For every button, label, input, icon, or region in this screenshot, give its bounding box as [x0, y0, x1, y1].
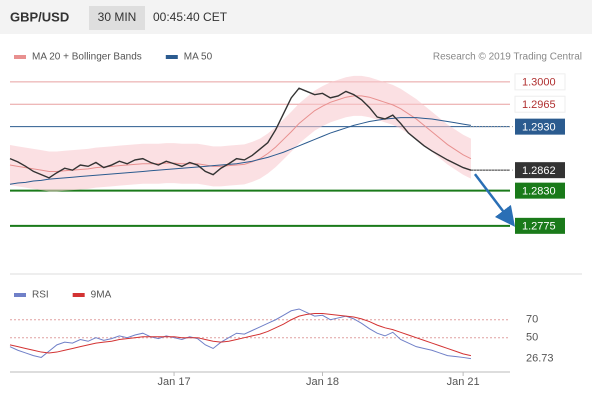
x-tick-label: Jan 18: [306, 376, 339, 388]
y-tick-label: 70: [526, 314, 538, 326]
forecast-arrow: [473, 173, 516, 227]
header-bar: [0, 0, 592, 34]
interval-box[interactable]: [89, 6, 145, 30]
level-box: [515, 162, 565, 179]
level-box: [515, 118, 565, 135]
legend-label[interactable]: MA 50: [184, 52, 213, 63]
level-label: 1.2930: [522, 122, 556, 134]
series-line: [9, 95, 472, 172]
x-tick-label: Jan 21: [447, 376, 480, 388]
symbol: GBP/USD: [10, 9, 69, 24]
legend-swatch[interactable]: [72, 293, 85, 297]
level-label: 1.3000: [522, 77, 556, 89]
legend-swatch[interactable]: [14, 293, 26, 297]
level-label: 1.2830: [522, 186, 556, 198]
series-line: [9, 312, 472, 357]
series-line: [9, 117, 472, 185]
y-tick-label: 50: [526, 332, 538, 344]
level-box: [514, 95, 566, 113]
legend-swatch[interactable]: [165, 55, 178, 59]
level-label: 1.2965: [522, 99, 556, 111]
price-line: [9, 87, 472, 179]
time: 00:45:40 CET: [153, 10, 228, 24]
level-box: [515, 217, 565, 234]
level-label: 1.2775: [522, 221, 556, 233]
interval[interactable]: 30 MIN: [98, 10, 137, 24]
legend-label[interactable]: 9MA: [91, 290, 112, 301]
series-line: [9, 308, 472, 360]
credit: Research © 2019 Trading Central: [433, 52, 582, 63]
legend-label[interactable]: MA 20 + Bollinger Bands: [32, 52, 142, 63]
level-label: 1.2862: [522, 165, 556, 177]
x-tick-label: Jan 17: [158, 376, 191, 388]
level-box: [515, 182, 565, 199]
last-value-label: 26.73: [526, 352, 554, 364]
legend-swatch[interactable]: [14, 55, 26, 59]
bollinger-band: [10, 75, 471, 192]
legend-label[interactable]: RSI: [32, 290, 49, 301]
level-box: [514, 73, 566, 91]
